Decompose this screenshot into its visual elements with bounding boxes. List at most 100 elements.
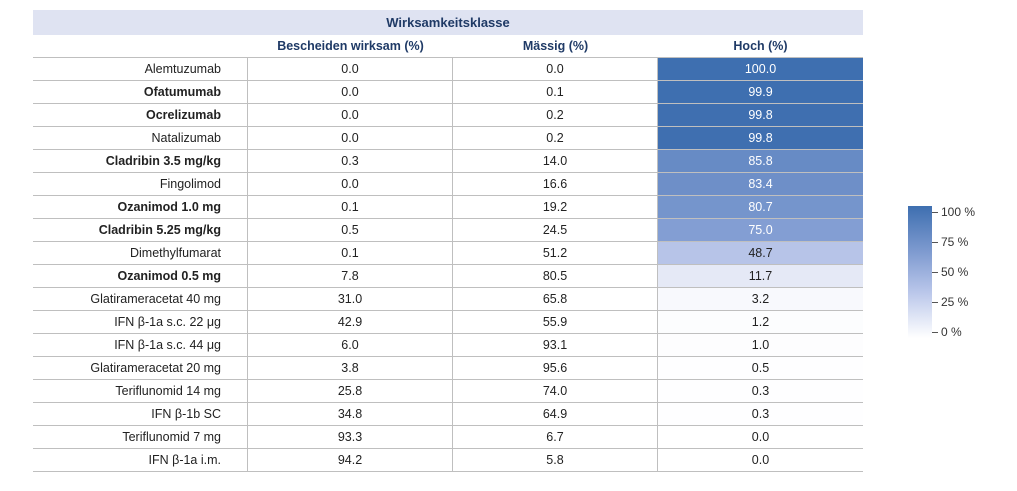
heat-cell: 99.8 [658, 127, 863, 149]
table-row: Dimethylfumarat 0.1 51.2 48.7 [33, 242, 863, 265]
row-label: IFN β-1a s.c. 44 μg [33, 334, 248, 356]
value-cell: 0.1 [453, 81, 658, 103]
heat-cell: 0.0 [658, 426, 863, 448]
value-cell: 0.0 [248, 81, 453, 103]
heat-cell: 80.7 [658, 196, 863, 218]
legend-tick [932, 332, 938, 333]
value-cell: 95.6 [453, 357, 658, 379]
value-cell: 16.6 [453, 173, 658, 195]
value-cell: 0.0 [248, 173, 453, 195]
row-label: Ofatumumab [33, 81, 248, 103]
value-cell: 0.0 [248, 127, 453, 149]
legend-tick-label: 25 % [941, 295, 969, 309]
table-row: IFN β-1a s.c. 22 μg 42.9 55.9 1.2 [33, 311, 863, 334]
table-row: IFN β-1b SC 34.8 64.9 0.3 [33, 403, 863, 426]
table-row: Cladribin 3.5 mg/kg 0.3 14.0 85.8 [33, 150, 863, 173]
heat-cell: 0.3 [658, 403, 863, 425]
value-cell: 65.8 [453, 288, 658, 310]
value-cell: 19.2 [453, 196, 658, 218]
heat-cell: 99.9 [658, 81, 863, 103]
value-cell: 24.5 [453, 219, 658, 241]
value-cell: 94.2 [248, 449, 453, 471]
value-cell: 6.0 [248, 334, 453, 356]
value-cell: 93.3 [248, 426, 453, 448]
table-row: Ocrelizumab 0.0 0.2 99.8 [33, 104, 863, 127]
value-cell: 14.0 [453, 150, 658, 172]
value-cell: 0.0 [248, 58, 453, 80]
table-row: Teriflunomid 14 mg 25.8 74.0 0.3 [33, 380, 863, 403]
value-cell: 0.5 [248, 219, 453, 241]
value-cell: 0.1 [248, 196, 453, 218]
heat-cell: 48.7 [658, 242, 863, 264]
row-label: Fingolimod [33, 173, 248, 195]
value-cell: 0.2 [453, 104, 658, 126]
table-row: Ozanimod 0.5 mg 7.8 80.5 11.7 [33, 265, 863, 288]
row-label: Alemtuzumab [33, 58, 248, 80]
row-label: Ocrelizumab [33, 104, 248, 126]
value-cell: 55.9 [453, 311, 658, 333]
header-row: Bescheiden wirksam (%) Mässig (%) Hoch (… [33, 35, 863, 58]
heat-cell: 100.0 [658, 58, 863, 80]
header-bescheiden: Bescheiden wirksam (%) [277, 39, 424, 53]
value-cell: 5.8 [453, 449, 658, 471]
legend-tick [932, 242, 938, 243]
heat-cell: 1.2 [658, 311, 863, 333]
value-cell: 31.0 [248, 288, 453, 310]
row-label: Dimethylfumarat [33, 242, 248, 264]
heat-cell: 99.8 [658, 104, 863, 126]
table-row: Ozanimod 1.0 mg 0.1 19.2 80.7 [33, 196, 863, 219]
heat-cell: 75.0 [658, 219, 863, 241]
legend-tick [932, 272, 938, 273]
legend-tick-label: 75 % [941, 235, 969, 249]
table-row: Fingolimod 0.0 16.6 83.4 [33, 173, 863, 196]
table-row: Alemtuzumab 0.0 0.0 100.0 [33, 58, 863, 81]
header-maessig: Mässig (%) [522, 39, 589, 53]
value-cell: 64.9 [453, 403, 658, 425]
row-label: Glatirameracetat 40 mg [33, 288, 248, 310]
row-label: Natalizumab [33, 127, 248, 149]
value-cell: 51.2 [453, 242, 658, 264]
table-row: Ofatumumab 0.0 0.1 99.9 [33, 81, 863, 104]
value-cell: 3.8 [248, 357, 453, 379]
row-label: IFN β-1a s.c. 22 μg [33, 311, 248, 333]
legend-tick [932, 302, 938, 303]
table-body: Alemtuzumab 0.0 0.0 100.0 Ofatumumab 0.0 0.1 99… [33, 58, 863, 472]
row-label: Glatirameracetat 20 mg [33, 357, 248, 379]
row-label: Cladribin 5.25 mg/kg [33, 219, 248, 241]
value-cell: 7.8 [248, 265, 453, 287]
efficacy-table: Wirksamkeitsklasse Bescheiden wirksam (%… [33, 10, 863, 472]
value-cell: 34.8 [248, 403, 453, 425]
legend-tick-label: 0 % [941, 325, 962, 339]
row-label: Teriflunomid 14 mg [33, 380, 248, 402]
table-row: Glatirameracetat 20 mg 3.8 95.6 0.5 [33, 357, 863, 380]
header-hoch: Hoch (%) [733, 39, 788, 53]
legend-tick-label: 100 % [941, 205, 976, 219]
heat-cell: 83.4 [658, 173, 863, 195]
value-cell: 74.0 [453, 380, 658, 402]
value-cell: 0.0 [248, 104, 453, 126]
heat-cell: 1.0 [658, 334, 863, 356]
row-label: Ozanimod 1.0 mg [33, 196, 248, 218]
legend-tick [932, 212, 938, 213]
header-empty [33, 35, 248, 57]
legend-tick-label: 50 % [941, 265, 969, 279]
table-row: Glatirameracetat 40 mg 31.0 65.8 3.2 [33, 288, 863, 311]
row-label: IFN β-1b SC [33, 403, 248, 425]
legend-colorbar [908, 206, 932, 338]
table-row: Teriflunomid 7 mg 93.3 6.7 0.0 [33, 426, 863, 449]
row-label: IFN β-1a i.m. [33, 449, 248, 471]
value-cell: 0.1 [248, 242, 453, 264]
value-cell: 93.1 [453, 334, 658, 356]
value-cell: 0.0 [453, 58, 658, 80]
row-label: Teriflunomid 7 mg [33, 426, 248, 448]
table-row: Natalizumab 0.0 0.2 99.8 [33, 127, 863, 150]
heat-cell: 3.2 [658, 288, 863, 310]
table-row: IFN β-1a i.m. 94.2 5.8 0.0 [33, 449, 863, 472]
heat-cell: 0.0 [658, 449, 863, 471]
value-cell: 6.7 [453, 426, 658, 448]
value-cell: 80.5 [453, 265, 658, 287]
table-title: Wirksamkeitsklasse [33, 10, 863, 35]
row-label: Cladribin 3.5 mg/kg [33, 150, 248, 172]
value-cell: 0.2 [453, 127, 658, 149]
row-label: Ozanimod 0.5 mg [33, 265, 248, 287]
